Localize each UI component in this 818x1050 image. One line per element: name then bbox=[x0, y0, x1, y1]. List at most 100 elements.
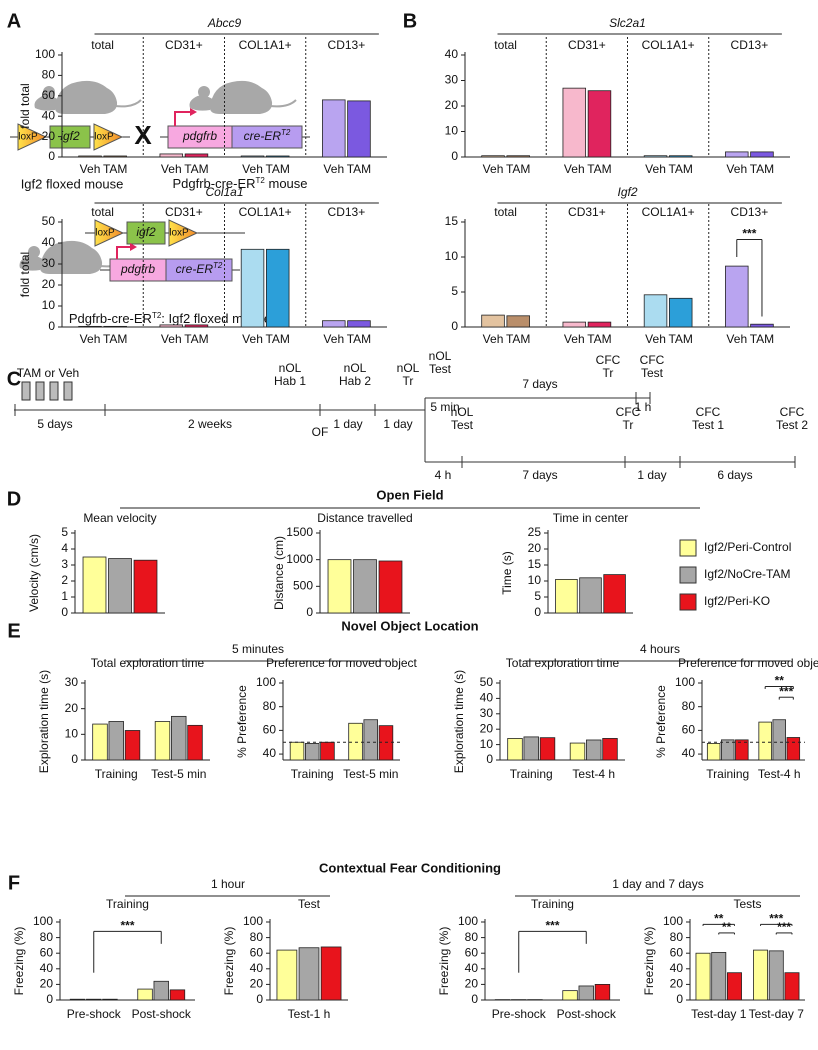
bar bbox=[524, 737, 539, 760]
bar bbox=[266, 156, 289, 157]
y-tick-label: 80 bbox=[250, 930, 264, 944]
lox-label: loxP bbox=[95, 228, 115, 239]
timeline-label: CFC bbox=[640, 353, 665, 367]
y-tick-label: 20 bbox=[670, 977, 684, 991]
bar-label: TAM bbox=[587, 162, 611, 176]
bar-label: TAM bbox=[265, 162, 289, 176]
legend-swatch bbox=[680, 567, 696, 583]
gene-label: igf2 bbox=[136, 225, 156, 239]
chart-title: Col1a1 bbox=[205, 185, 243, 199]
bar bbox=[586, 740, 601, 760]
y-tick-label: 0 bbox=[306, 605, 313, 619]
x-tick-label: Test-5 min bbox=[151, 767, 206, 781]
timeline-label: Test 1 bbox=[692, 418, 724, 432]
legend-swatch bbox=[680, 594, 696, 610]
y-tick-label: 30 bbox=[480, 706, 494, 720]
bar bbox=[305, 743, 319, 760]
bar bbox=[241, 249, 264, 327]
group-label: total bbox=[91, 205, 114, 219]
y-tick-label: 10 bbox=[528, 573, 542, 587]
y-tick-label: 0 bbox=[48, 319, 55, 333]
bar bbox=[751, 152, 774, 157]
y-tick-label: 40 bbox=[445, 47, 459, 61]
bar bbox=[321, 742, 335, 760]
bar-label: TAM bbox=[347, 162, 371, 176]
bar-label: Veh bbox=[645, 162, 666, 176]
group-label: COL1A1+ bbox=[642, 38, 695, 52]
bar-label: TAM bbox=[347, 332, 371, 346]
timeline-label: nOL bbox=[397, 361, 420, 375]
y-tick-label: 40 bbox=[42, 108, 56, 122]
chart-title: Total exploration time bbox=[91, 656, 205, 670]
bar bbox=[603, 738, 618, 760]
y-tick-label: 20 bbox=[40, 977, 54, 991]
x-tick-label: Post-shock bbox=[132, 1007, 192, 1021]
bar bbox=[154, 981, 169, 1000]
group-label: CD13+ bbox=[328, 205, 366, 219]
bar bbox=[322, 321, 345, 327]
group-label: CD13+ bbox=[328, 38, 366, 52]
mouse-label: Igf2 floxed mouse bbox=[21, 176, 124, 191]
group-label: CD31+ bbox=[165, 205, 203, 219]
bar-label: Veh bbox=[242, 332, 263, 346]
bar-label: TAM bbox=[750, 162, 774, 176]
timeline-label: CFC bbox=[780, 405, 805, 419]
y-tick-label: 20 bbox=[250, 977, 264, 991]
bar bbox=[188, 725, 203, 760]
bar-label: Veh bbox=[161, 332, 182, 346]
timeline-label: Test bbox=[451, 418, 474, 432]
y-tick-label: 0 bbox=[451, 149, 458, 163]
bar bbox=[595, 984, 610, 1000]
y-tick-label: 1 bbox=[61, 589, 68, 603]
x-tick-label: Training bbox=[510, 767, 553, 781]
gene-label: igf2 bbox=[60, 129, 80, 143]
label-part: Pdgfrb-cre-ER bbox=[69, 311, 152, 326]
bar bbox=[321, 947, 341, 1000]
bar bbox=[604, 575, 626, 613]
y-tick-label: 0 bbox=[256, 992, 263, 1006]
bar bbox=[759, 722, 772, 760]
bar bbox=[379, 726, 393, 760]
gene-label: pdgfrb bbox=[120, 262, 155, 276]
panel-label: B bbox=[403, 10, 417, 32]
y-tick-label: 1500 bbox=[286, 525, 313, 539]
y-tick-label: 100 bbox=[663, 914, 683, 928]
timeline-label: Test bbox=[641, 366, 664, 380]
bar bbox=[155, 722, 170, 761]
lox-label: loxP bbox=[169, 228, 189, 239]
y-tick-label: 80 bbox=[682, 699, 696, 713]
bar-label: Veh bbox=[161, 162, 182, 176]
bar-label: Veh bbox=[726, 162, 747, 176]
y-tick-label: 80 bbox=[465, 930, 479, 944]
bar bbox=[185, 325, 208, 327]
y-tick-label: 100 bbox=[256, 675, 276, 689]
bar bbox=[669, 298, 692, 327]
section-title: Novel Object Location bbox=[341, 618, 478, 633]
timeline-label: nOL bbox=[344, 361, 367, 375]
bar bbox=[83, 557, 106, 613]
chart-title: Time in center bbox=[553, 511, 629, 525]
bar-label: Veh bbox=[80, 162, 101, 176]
bar-label: TAM bbox=[103, 332, 127, 346]
y-tick-label: 5 bbox=[534, 589, 541, 603]
y-tick-label: 80 bbox=[263, 699, 277, 713]
bar-label: TAM bbox=[506, 332, 530, 346]
bar bbox=[751, 324, 774, 327]
y-tick-label: 40 bbox=[670, 961, 684, 975]
bar bbox=[507, 156, 530, 157]
bar bbox=[482, 156, 505, 157]
interval-label: 1 day bbox=[333, 417, 362, 431]
bar bbox=[588, 322, 611, 327]
chart-title: Preference for moved object bbox=[266, 656, 417, 670]
interval-label: 7 days bbox=[522, 468, 557, 482]
label-part: cre-ER bbox=[244, 129, 282, 143]
group-label: COL1A1+ bbox=[239, 205, 292, 219]
section-subtitle: 1 hour bbox=[211, 877, 245, 891]
x-tick-label: Test-5 min bbox=[343, 767, 398, 781]
bar bbox=[322, 100, 345, 157]
x-tick-label: Training bbox=[706, 767, 749, 781]
legend-label: Igf2/Peri-KO bbox=[704, 594, 770, 608]
y-tick-label: 40 bbox=[480, 691, 494, 705]
bar bbox=[721, 740, 734, 760]
group-label: CD31+ bbox=[568, 205, 606, 219]
